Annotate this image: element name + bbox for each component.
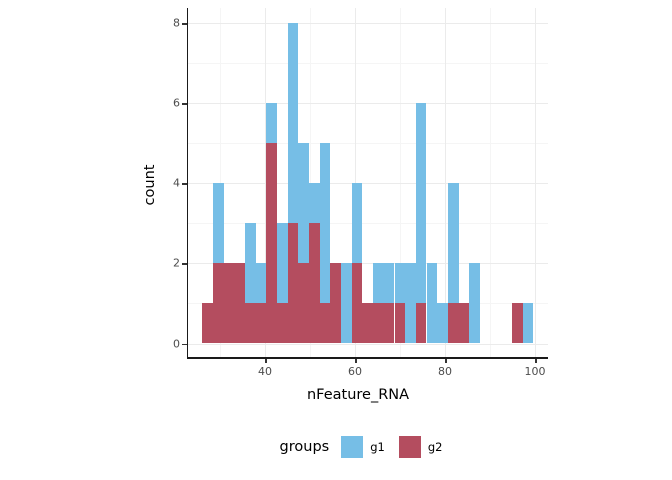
- bar-g2-bin13: [330, 263, 342, 344]
- gridline-y-minor: [188, 223, 548, 225]
- bar-g2-bin4: [234, 263, 246, 344]
- bar-g2-bin1: [202, 303, 214, 344]
- gridline-x-major: [445, 8, 446, 357]
- bar-g1-bin20: [405, 263, 416, 344]
- bar-g2-bin19: [394, 303, 406, 344]
- legend-item-g1: g1: [341, 436, 385, 458]
- bar-g2-bin11: [309, 223, 320, 344]
- bar-g2-bin24: [447, 303, 459, 344]
- bar-g2-bin25: [458, 303, 470, 344]
- bar-g1-bin7: [266, 103, 278, 144]
- legend-title: groups: [279, 439, 330, 455]
- y-tick-mark: [182, 263, 187, 265]
- bar-g2-bin5: [245, 303, 256, 344]
- bar-g2-bin17: [373, 303, 384, 344]
- x-tick-mark: [355, 358, 357, 363]
- x-axis-line: [186, 357, 548, 359]
- gridline-x-minor: [400, 8, 401, 357]
- gridline-x-major: [265, 8, 266, 357]
- bar-g2-bin9: [287, 223, 299, 344]
- bar-g1-bin12: [319, 143, 331, 304]
- bar-g1-bin18: [383, 263, 395, 304]
- bar-g2-bin6: [255, 303, 267, 344]
- bar-g1-bin26: [469, 263, 480, 344]
- x-tick-label: 40: [258, 365, 272, 378]
- y-tick-label: 8: [173, 16, 180, 30]
- x-axis-title: nFeature_RNA: [306, 387, 410, 403]
- x-tick-label: 100: [524, 365, 546, 378]
- bar-g2-bin30: [511, 303, 523, 344]
- bar-g2-bin12: [319, 303, 331, 344]
- y-tick-label: 4: [173, 176, 180, 190]
- gridline-x-minor: [490, 8, 491, 357]
- gridline-y-major: [188, 183, 548, 185]
- gridline-y-major: [188, 103, 548, 105]
- bar-g2-bin16: [362, 303, 374, 344]
- legend-label-g2: g2: [427, 440, 443, 454]
- x-tick-mark: [445, 358, 447, 363]
- gridline-y-major: [188, 343, 548, 345]
- gridline-y-minor: [188, 63, 548, 65]
- y-tick-label: 2: [173, 256, 180, 270]
- bar-g1-bin15: [351, 183, 363, 264]
- bar-g1-bin17: [373, 263, 384, 304]
- bar-g1-bin14: [341, 263, 352, 344]
- bar-g1-bin19: [394, 263, 406, 304]
- y-tick-mark: [182, 103, 187, 105]
- x-tick-label: 60: [348, 365, 362, 378]
- gridline-x-major: [535, 8, 536, 357]
- y-tick-mark: [182, 183, 187, 185]
- bar-g1-bin6: [255, 263, 267, 304]
- legend-label-g1: g1: [370, 440, 385, 454]
- bar-g1-bin23: [437, 303, 448, 344]
- bar-g1-bin31: [522, 303, 534, 344]
- y-axis-line: [186, 8, 188, 359]
- bar-g1-bin11: [309, 183, 320, 224]
- legend-item-g2: g2: [398, 436, 443, 458]
- gridline-x-minor: [220, 8, 221, 357]
- bar-g1-bin9: [287, 23, 299, 224]
- bar-g1-bin5: [245, 223, 256, 304]
- legend-key-g2: [398, 436, 421, 458]
- bar-g1-bin22: [426, 263, 438, 344]
- gridline-x-minor: [310, 8, 311, 357]
- bar-g2-bin18: [383, 303, 395, 344]
- bar-g2-bin8: [277, 303, 288, 344]
- bar-g2-bin7: [266, 143, 278, 344]
- bar-g2-bin21: [415, 303, 427, 344]
- legend-key-g1: [341, 436, 364, 458]
- bar-g1-bin8: [277, 223, 288, 304]
- y-tick-label: 6: [173, 96, 180, 110]
- bar-g1-bin2: [213, 183, 224, 264]
- bar-g1-bin10: [298, 143, 310, 264]
- plot-panel: [188, 8, 548, 357]
- x-tick-mark: [535, 358, 537, 363]
- bar-g1-bin24: [447, 183, 459, 304]
- legend: groups g1 g2: [188, 436, 548, 458]
- gridline-x-major: [355, 8, 356, 357]
- gridline-y-major: [188, 23, 548, 25]
- bar-g1-bin21: [415, 103, 427, 304]
- gridline-y-major: [188, 263, 548, 265]
- bar-g2-bin2: [213, 263, 224, 344]
- x-tick-label: 80: [438, 365, 452, 378]
- bar-g2-bin3: [223, 263, 235, 344]
- y-tick-label: 0: [173, 337, 180, 350]
- y-tick-mark: [182, 23, 187, 25]
- x-tick-mark: [265, 358, 267, 363]
- bar-g2-bin15: [351, 263, 363, 344]
- bar-g2-bin10: [298, 263, 310, 344]
- y-tick-mark: [182, 343, 187, 345]
- gridline-y-minor: [188, 143, 548, 145]
